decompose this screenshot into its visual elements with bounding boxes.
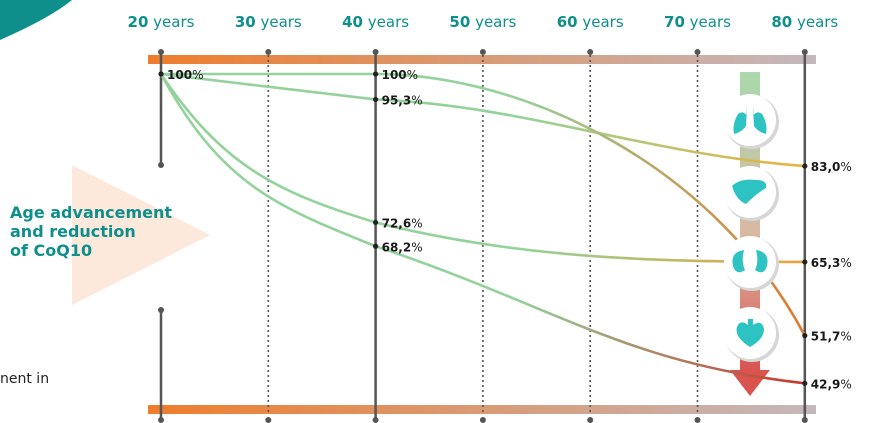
top-bar xyxy=(148,55,816,64)
data-label: 68,2% xyxy=(382,240,423,254)
axis-end-dot xyxy=(158,49,164,55)
data-label: 72,6% xyxy=(382,216,423,230)
lungs-icon xyxy=(724,94,779,149)
data-label: 95,3% xyxy=(382,93,423,107)
data-point xyxy=(802,380,808,386)
axis-end-dot xyxy=(801,417,808,423)
data-label: 100% xyxy=(167,68,203,82)
side-text-fragment: nent in xyxy=(0,371,50,387)
data-points xyxy=(158,71,808,386)
bottom-bar xyxy=(148,405,816,414)
liver-icon xyxy=(724,166,779,221)
corner-decoration xyxy=(0,0,72,40)
grid-end-dot xyxy=(265,417,272,423)
grid-lines xyxy=(158,49,808,423)
series-line-kidneys xyxy=(159,72,807,264)
grid-end-dot xyxy=(694,417,701,423)
grid-end-dot xyxy=(479,49,486,55)
grid-end-dot xyxy=(587,417,594,423)
series-line-lungs xyxy=(159,72,807,168)
data-label: 83,0% xyxy=(811,160,852,174)
side-title: Age advancement and reduction of CoQ10 xyxy=(10,203,173,260)
data-label: 65,3% xyxy=(811,256,852,270)
data-point xyxy=(802,333,808,339)
grid-end-dot xyxy=(479,417,486,423)
top-bottom-bars xyxy=(148,55,816,414)
axis-end-dot xyxy=(158,162,164,168)
axis-end-dot xyxy=(158,417,164,423)
data-point xyxy=(373,96,379,103)
x-tick-label: 40 years xyxy=(342,13,409,31)
x-tick-labels: 20 years 30 years 40 years 50 years 60 years… xyxy=(128,13,839,31)
axis-end-dot xyxy=(158,307,164,313)
data-labels: 100% 100% 95,3% 72,6% 68,2% 83,0% 65,3% 51,7% 42… xyxy=(167,68,852,391)
data-point xyxy=(373,219,379,226)
x-tick-label: 20 years xyxy=(128,13,195,31)
heart-icon xyxy=(724,307,779,362)
x-tick-label: 50 years xyxy=(449,13,516,31)
data-point xyxy=(373,243,379,249)
kidneys-icon xyxy=(724,236,779,291)
organ-icons xyxy=(724,94,779,362)
x-tick-label: 80 years xyxy=(771,13,838,31)
data-point xyxy=(802,163,808,169)
x-tick-label: 30 years xyxy=(235,13,302,31)
data-point xyxy=(158,71,164,77)
data-label: 100% xyxy=(382,68,418,82)
axis-end-dot xyxy=(372,417,379,423)
data-label: 51,7% xyxy=(811,330,852,344)
axis-end-dot xyxy=(801,49,808,55)
grid-end-dot xyxy=(694,49,701,55)
data-point xyxy=(373,71,379,77)
background-triangle xyxy=(72,165,210,305)
data-label: 42,9% xyxy=(811,377,852,391)
x-tick-label: 60 years xyxy=(557,13,624,31)
grid-end-dot xyxy=(587,49,594,55)
axis-end-dot xyxy=(372,49,379,55)
data-point xyxy=(802,259,808,265)
x-tick-label: 70 years xyxy=(664,13,731,31)
series-line-heart xyxy=(159,72,807,385)
grid-end-dot xyxy=(265,49,272,55)
